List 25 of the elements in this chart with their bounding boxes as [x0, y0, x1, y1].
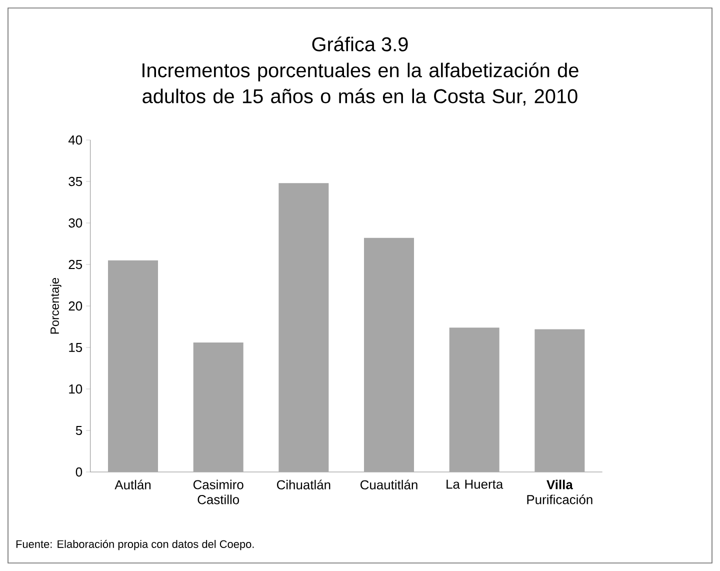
bar	[534, 329, 585, 472]
x-tick-label: Casimiro Castillo	[193, 480, 244, 504]
x-tick-label: Cuautitlán	[360, 480, 418, 490]
y-tick-label: 5	[76, 426, 82, 435]
y-tick-label: 15	[69, 342, 82, 352]
chart-title: Gráfica 3.9	[312, 36, 408, 52]
bar	[364, 238, 414, 472]
y-tick-label: 35	[68, 176, 82, 186]
y-tick-label: 20	[68, 301, 82, 311]
bar	[278, 183, 329, 472]
x-tick-label: Cihuatlán	[276, 480, 330, 490]
y-axis-title: Porcentaje	[50, 278, 62, 334]
y-tick-label: 0	[76, 467, 82, 477]
x-tick-label: Villa Purificación	[527, 480, 592, 504]
bar	[449, 328, 500, 472]
x-tick-label: La Huerta	[446, 480, 504, 489]
y-tick-label: 25	[68, 260, 82, 270]
bar	[108, 260, 158, 472]
y-tick-label: 10	[69, 384, 82, 394]
x-tick-label: Autlán	[114, 480, 151, 490]
bar	[193, 342, 244, 472]
chart-subtitle: Incrementos porcentuales en la alfabetización de adultos de 15 años o más en la Costa Sur, 2010	[142, 62, 578, 106]
y-tick-label: 30	[68, 218, 82, 228]
y-tick-label: 40	[68, 135, 82, 145]
source-note: Fuente: Elaboración propia con datos del Coepo.	[16, 540, 254, 550]
